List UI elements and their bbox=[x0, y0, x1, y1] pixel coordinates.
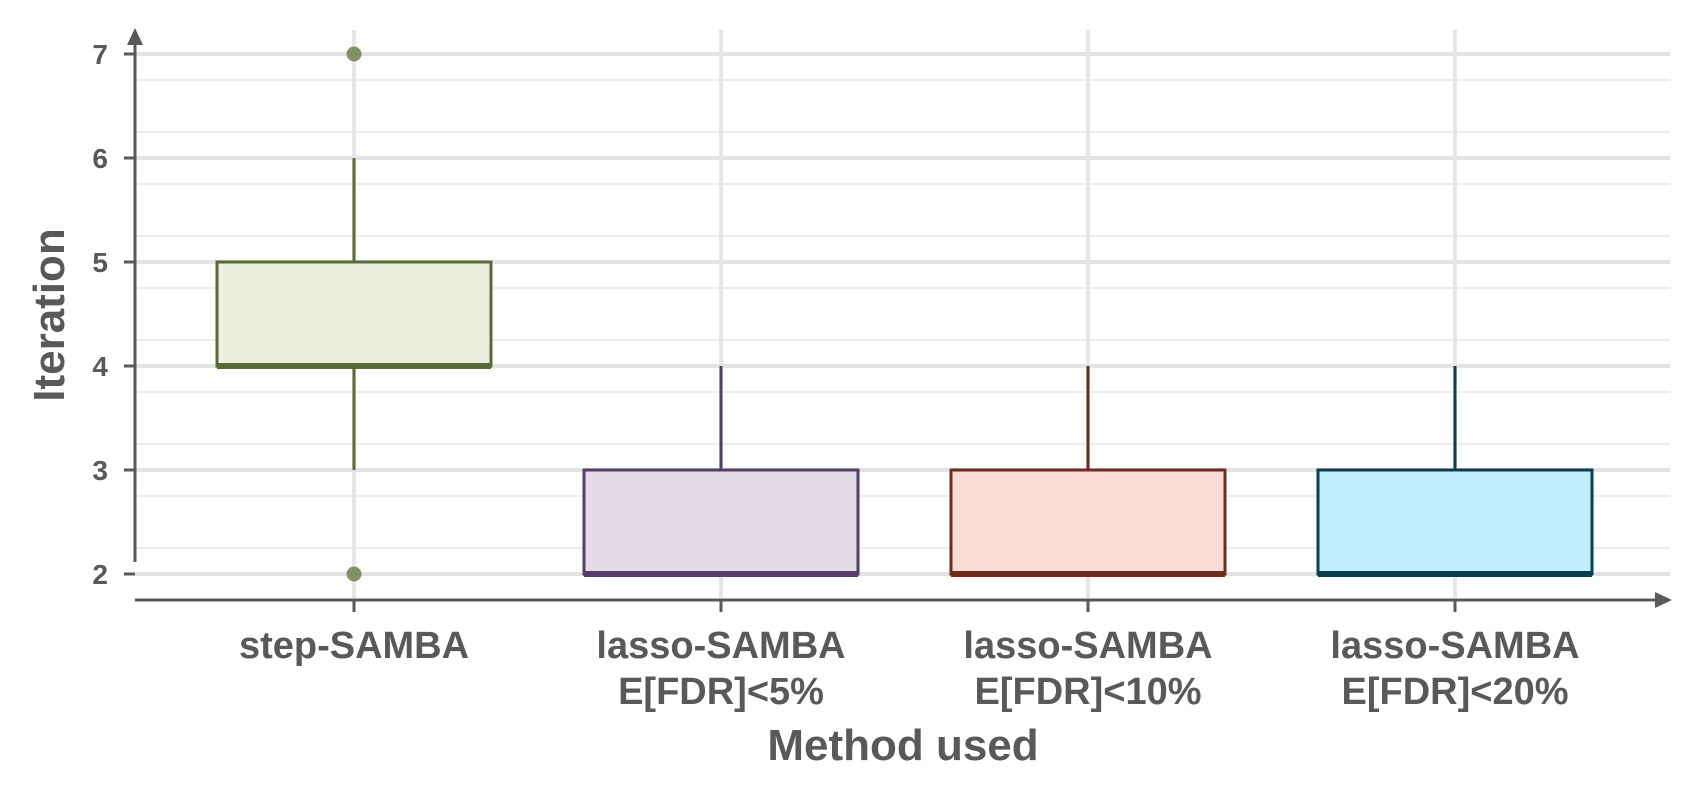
y-axis-title: Iteration bbox=[25, 228, 74, 402]
x-axis-title: Method used bbox=[767, 721, 1038, 770]
x-tick-label-line: lasso-SAMBA bbox=[963, 625, 1212, 667]
box-group bbox=[1316, 366, 1594, 577]
box-group bbox=[582, 366, 860, 577]
x-tick-label: lasso-SAMBA E[FDR]<10% bbox=[963, 625, 1212, 713]
y-tick-label: 3 bbox=[92, 455, 108, 486]
box-iqr bbox=[1316, 468, 1594, 576]
box-iqr bbox=[949, 468, 1227, 576]
x-axis-arrow bbox=[1655, 592, 1672, 608]
x-tick-label: lasso-SAMBA E[FDR]<20% bbox=[1330, 625, 1579, 713]
y-axis-arrow bbox=[127, 28, 143, 45]
box-iqr bbox=[215, 260, 493, 368]
y-tick-label: 7 bbox=[92, 39, 108, 70]
y-tick-label: 5 bbox=[92, 247, 108, 278]
outlier-point bbox=[346, 566, 362, 582]
x-tick-label-line: E[FDR]<5% bbox=[618, 671, 824, 713]
box-group bbox=[215, 46, 493, 582]
y-tick-label: 6 bbox=[92, 143, 108, 174]
y-tick-label: 4 bbox=[92, 351, 108, 382]
axes bbox=[127, 28, 1672, 608]
x-tick-label: step-SAMBA bbox=[239, 625, 469, 667]
x-tick-label-line: lasso-SAMBA bbox=[596, 625, 845, 667]
x-tick-label-line: step-SAMBA bbox=[239, 625, 469, 667]
x-tick-label-line: E[FDR]<20% bbox=[1342, 671, 1569, 713]
box-group bbox=[949, 366, 1227, 577]
boxes bbox=[215, 46, 1594, 582]
y-tick-label: 2 bbox=[92, 559, 108, 590]
box-iqr bbox=[582, 468, 860, 576]
x-tick-label: lasso-SAMBA E[FDR]<5% bbox=[596, 625, 845, 713]
outlier-point bbox=[346, 46, 362, 62]
x-tick-label-line: lasso-SAMBA bbox=[1330, 625, 1579, 667]
x-tick-label-line: E[FDR]<10% bbox=[975, 671, 1202, 713]
